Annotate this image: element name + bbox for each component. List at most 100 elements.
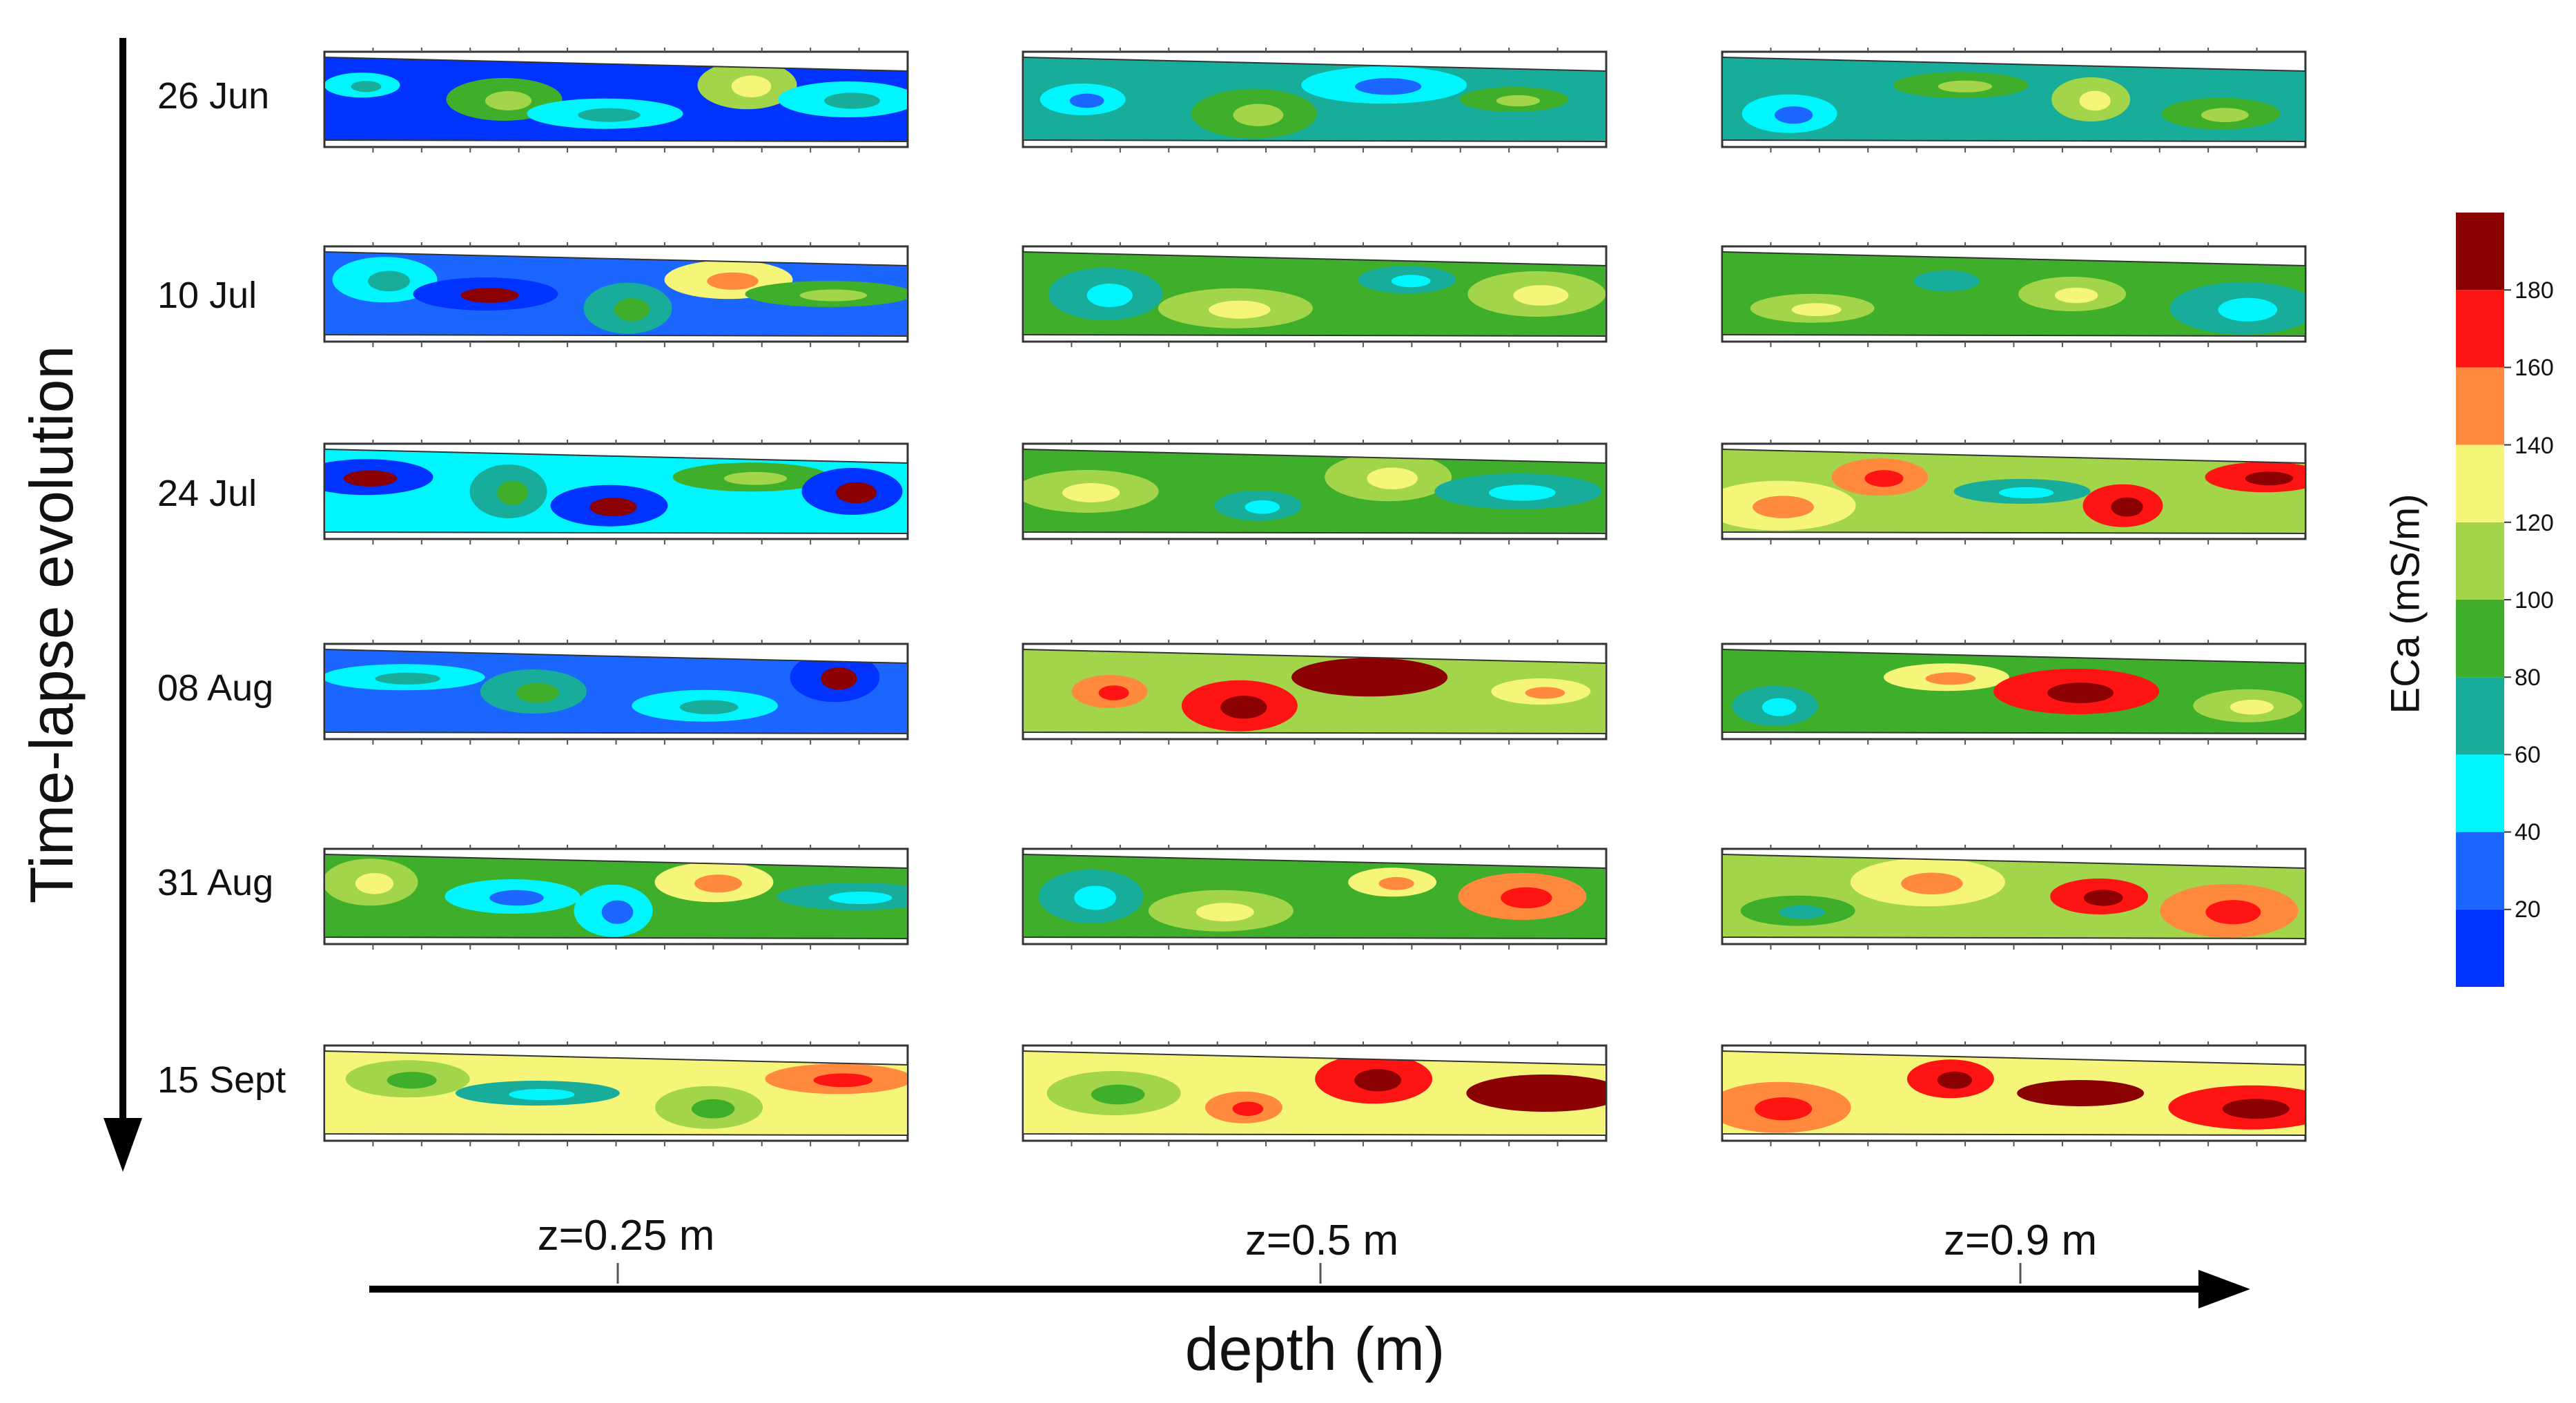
eca-contour-core [1938, 80, 1993, 92]
eca-contour-core [601, 900, 634, 924]
colorbar-bin [2456, 909, 2504, 987]
eca-panel [1721, 845, 2307, 950]
colorbar-tick-label: 60 [2515, 742, 2541, 768]
eca-contour-core [1937, 1071, 1973, 1089]
eca-contour-core [1232, 1101, 1264, 1117]
panel-band-outline [1022, 251, 1607, 337]
colorbar-bin [2456, 677, 2504, 755]
eca-contour-core [368, 271, 410, 292]
eca-contour-core [516, 683, 559, 703]
eca-contour-core [2047, 683, 2114, 703]
eca-contour-core [497, 480, 528, 505]
eca-contour-core [1245, 500, 1280, 514]
colorbar-tick-label: 80 [2515, 665, 2541, 691]
eca-contour-core [2229, 699, 2274, 715]
eca-contour-core [2111, 497, 2143, 517]
eca-panel [1721, 48, 2307, 153]
eca-contour-core [1779, 905, 1825, 919]
panel-band-outline [324, 56, 908, 143]
eca-contour-core [1391, 275, 1431, 288]
panel-band-outline [324, 448, 908, 535]
eca-contour-core [1501, 887, 1552, 909]
depth-axis-title: depth (m) [1184, 1315, 1445, 1383]
eca-contour-core [1074, 885, 1117, 910]
eca-panel [1721, 1041, 2307, 1146]
eca-contour-core [578, 108, 641, 122]
eca-panel [323, 48, 909, 153]
eca-panel [1022, 640, 1608, 745]
eca-contour-core [2201, 108, 2249, 123]
panel-band-outline [1721, 648, 2306, 735]
date-label: 26 Jun [157, 75, 270, 117]
eca-panel [1022, 242, 1608, 347]
eca-contour-core [679, 700, 739, 715]
colorbar-tick-label: 40 [2515, 819, 2541, 845]
panel-band-outline [1022, 448, 1607, 535]
eca-contour-core [1098, 685, 1129, 700]
colorbar-bin [2456, 444, 2504, 522]
eca-contour-core [1513, 285, 1569, 306]
panel-band-outline [324, 251, 908, 337]
eca-contour-core [1086, 283, 1133, 308]
colorbar-bin [2456, 367, 2504, 445]
eca-contour-core [343, 470, 398, 487]
eca-contour-core [1791, 303, 1842, 317]
date-label: 10 Jul [157, 275, 257, 316]
eca-contour-core [731, 75, 772, 98]
date-label: 31 Aug [157, 862, 274, 903]
colorbar-bin [2456, 600, 2504, 678]
eca-panel [323, 1041, 909, 1146]
time-axis-title: Time-lapse evolution [17, 345, 86, 904]
eca-contour-core [2205, 900, 2261, 925]
eca-contour-core [2218, 297, 2278, 322]
eca-contour-core [485, 91, 532, 110]
panel-band-outline [1022, 648, 1607, 735]
eca-contour-core [1488, 484, 1556, 501]
panel-band-outline [1022, 56, 1607, 143]
eca-contour-core [1753, 496, 1814, 518]
panel-band-outline [1721, 448, 2306, 535]
axis-arrows [104, 38, 2250, 1308]
eca-panels [323, 48, 2307, 1146]
colorbar-tick-label: 180 [2515, 277, 2554, 304]
panel-band-outline [324, 1050, 908, 1137]
eca-contour-core [1525, 687, 1565, 699]
eca-panel [1022, 1041, 1608, 1146]
eca-contour-core [509, 1088, 575, 1101]
eca-contour-core [1925, 672, 1976, 685]
colorbar-bin [2456, 754, 2504, 832]
eca-contour-core [2079, 90, 2111, 111]
eca-contour-core [1762, 698, 1797, 716]
eca-contour-core [828, 892, 892, 904]
eca-panel [1022, 48, 1608, 153]
eca-contour-core [2083, 890, 2123, 906]
eca-contour-core [836, 482, 877, 504]
eca-contour-core [489, 890, 544, 906]
eca-panel [323, 242, 909, 347]
panel-band-outline [1022, 1050, 1607, 1137]
eca-panel [1721, 242, 2307, 347]
eca-contour-core [1209, 300, 1271, 319]
panel-band-outline [1721, 853, 2306, 940]
eca-contour-core [355, 873, 394, 894]
colorbar-label: ECa (mS/m) [2383, 493, 2428, 714]
eca-contour-core [1062, 483, 1120, 502]
eca-contour-core [691, 1099, 735, 1119]
eca-contour-core [813, 1073, 873, 1088]
eca-contour-core [351, 81, 382, 92]
colorbar-bin [2456, 213, 2504, 291]
eca-contour-core [2059, 1088, 2110, 1101]
panel-band-outline [1022, 853, 1607, 940]
colorbar-tick-label: 20 [2515, 896, 2541, 923]
panel-band-outline [1721, 251, 2306, 337]
colorbar-tick-label: 160 [2515, 355, 2554, 381]
colorbar-bin [2456, 522, 2504, 600]
colorbar-tick-label: 140 [2515, 433, 2554, 459]
eca-contour-core [460, 288, 519, 303]
date-label: 08 Aug [157, 667, 274, 709]
eca-contour-core [375, 672, 440, 685]
eca-contour-core [1354, 1069, 1402, 1092]
colorbar-bin [2456, 832, 2504, 910]
eca-panel [1022, 440, 1608, 544]
